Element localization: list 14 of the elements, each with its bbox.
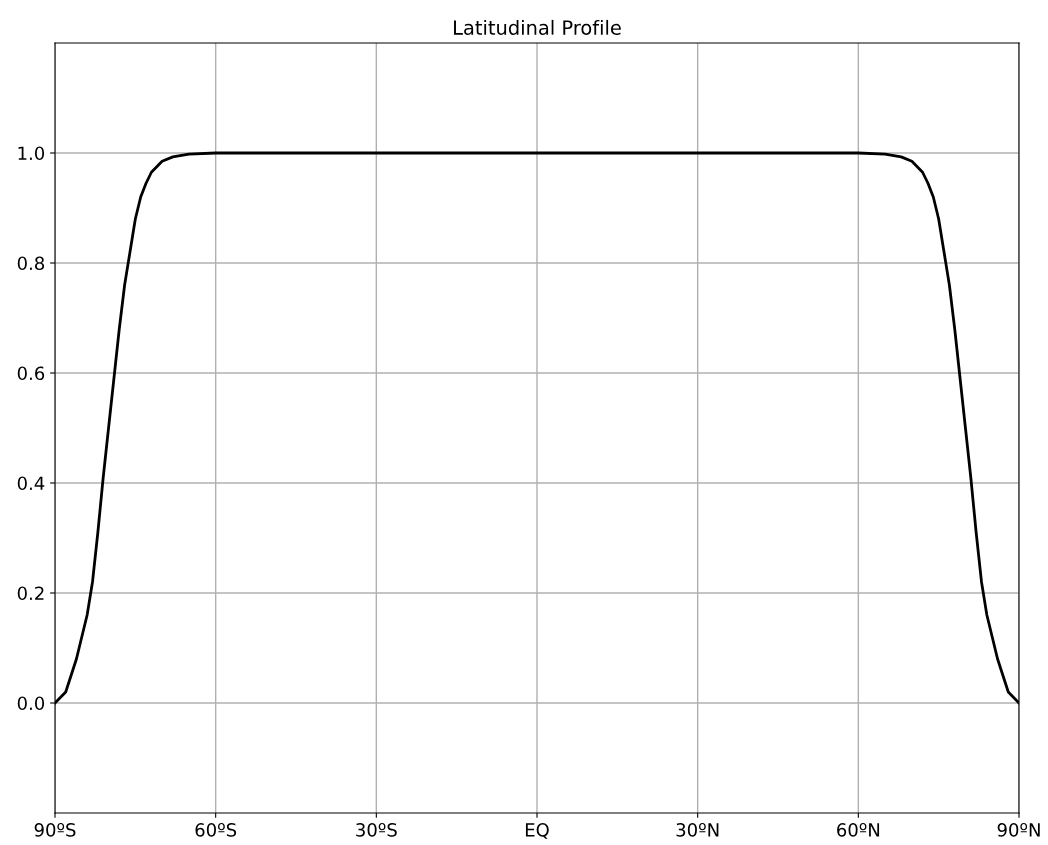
x-tick-label: 90ºN xyxy=(997,823,1040,837)
y-tick-label: 1.0 xyxy=(18,146,45,161)
y-tick-label: 0.8 xyxy=(17,256,45,271)
x-tick-label: 30ºS xyxy=(356,823,397,837)
x-tick-label: 60ºN xyxy=(837,823,880,837)
x-tick-label: EQ xyxy=(525,823,549,839)
y-tick-label: 0.6 xyxy=(17,366,45,381)
chart-title: Latitudinal Profile xyxy=(454,19,621,35)
x-tick-label: 60ºS xyxy=(195,823,237,837)
x-tick-label: 30ºN xyxy=(676,823,719,837)
y-tick-label: 0.4 xyxy=(17,476,45,491)
x-tick-label: 90ºS xyxy=(34,823,76,837)
y-tick-label: 0.0 xyxy=(17,696,45,711)
y-tick-label: 0.2 xyxy=(17,586,44,601)
